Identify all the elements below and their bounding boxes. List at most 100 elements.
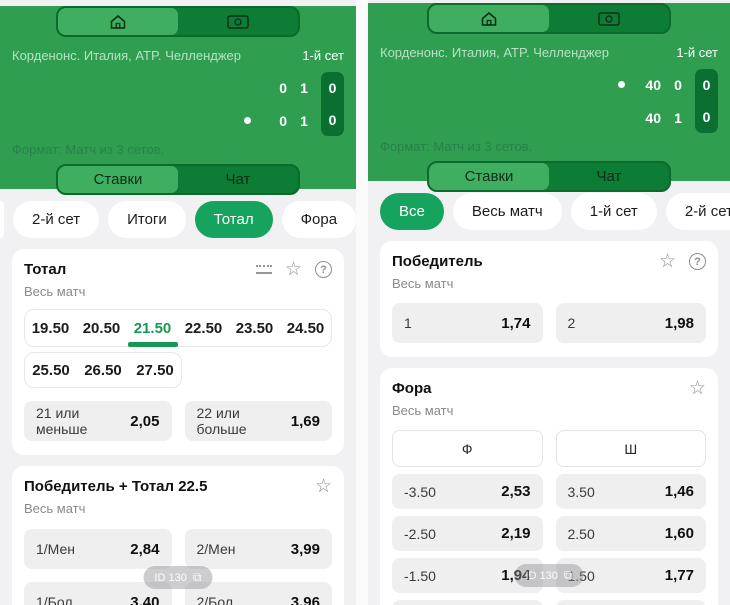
outcome-odds: 2,05 [130,412,160,430]
tab-set2[interactable]: 2-й сет [665,193,730,230]
bet-1-over-button[interactable]: 1/Бол 3,40 [24,582,172,605]
handicap-row: -3.50 2,53 3.50 1,46 [392,474,706,509]
total-line[interactable]: 23.50 [235,319,274,337]
handicap-line: -3.50 [404,483,436,500]
handicap-row: -0.50 1,83 0.50 1,87 [392,600,706,605]
outcome-odds: 1,74 [501,314,531,332]
copy-icon[interactable]: ⧉ [563,568,573,582]
card-subtitle: Весь матч [24,501,86,516]
outcome-odds: 2,19 [501,525,531,542]
serving-dot [618,81,625,88]
card-title: Победитель [392,253,483,270]
card-title: Тотал [24,261,67,278]
outcome-label: 1/Мен [36,541,76,557]
total-line[interactable]: 27.50 [136,361,174,379]
handicap-column-f[interactable]: Ф [392,430,543,467]
bet-2-under-button[interactable]: 2/Мен 3,99 [184,529,332,569]
bet-handicap-button[interactable]: 3.50 1,46 [555,474,706,509]
handicap-column-s[interactable]: Ш [555,430,706,467]
match-meta: Корденонс. Италия, ATP. Челленджер 1-й с… [368,45,730,60]
banknote-icon [598,11,620,26]
compact-view-icon[interactable] [255,265,272,274]
handicap-line: -2.50 [404,525,436,542]
tab-chat[interactable]: Чат [596,168,622,185]
handicap-row: -1.50 1,94 1.50 1,77 [392,558,706,593]
tab-total[interactable]: Тотал [194,201,273,238]
tab-bets[interactable]: Ставки [58,166,178,193]
outcome-label: 22 или больше [196,405,247,437]
tab-set1[interactable]: 1-й сет [570,193,657,230]
outcome-odds: 1,77 [664,567,694,584]
set-score-box: 0 0 [321,72,344,136]
bet-under-button[interactable]: 21 или меньше 2,05 [24,401,172,441]
bet-2-over-button[interactable]: 2/Бол 3,96 [184,582,332,605]
bet-1-under-button[interactable]: 1/Мен 2,84 [24,529,172,569]
scoreboard: 40 0 40 1 0 0 [368,68,730,134]
handicap-line: 3.50 [567,483,595,500]
markets-body: Все Весь матч 1-й сет 2-й сет Итоги Побе… [368,181,730,605]
total-line-selected[interactable]: 21.50 [127,310,178,346]
total-line[interactable]: 22.50 [184,319,223,337]
right-screen: Корденонс. Италия, ATP. Челленджер 1-й с… [368,0,730,605]
points-value: 0 [279,112,287,129]
score-row-player2: 0 1 [244,104,315,137]
copy-icon[interactable]: ⧉ [192,570,202,584]
bet-handicap-button[interactable]: 1.50 1,77 [555,558,706,593]
tab-handicap[interactable]: Фора [281,201,356,238]
bet-player1-button[interactable]: 1 1,74 [392,303,543,343]
card-subtitle: Весь матч [24,284,86,299]
favorite-star-icon[interactable]: ☆ [314,476,332,497]
bet-player2-button[interactable]: 2 1,98 [555,303,706,343]
left-screen: Корденонс. Италия, ATP. Челленджер 1-й с… [0,0,356,605]
tab-chat[interactable]: Чат [225,171,251,188]
tab-full-match[interactable]: Весь матч [452,193,562,230]
home-view-button[interactable] [429,5,549,32]
favorite-star-icon[interactable]: ☆ [658,251,676,272]
help-icon[interactable]: ? [315,261,332,278]
favorite-star-icon[interactable]: ☆ [284,259,302,280]
market-tabs: Все Весь матч 1-й сет 2-й сет Итоги [368,193,730,230]
total-line[interactable]: 26.50 [84,361,122,379]
home-view-button[interactable] [58,8,178,35]
favorite-star-icon[interactable]: ☆ [688,378,706,399]
outcome-odds: 3,96 [290,593,320,605]
match-format-label: Формат: Матч из 3 сетов. [12,142,165,157]
score-row-player2: 40 1 [618,101,689,134]
outcome-label: 2/Мен [196,541,236,557]
handicap-row: -2.50 2,19 2.50 1,60 [392,516,706,551]
outcome-label: 1 [404,315,412,331]
home-icon [479,10,499,28]
bet-handicap-button[interactable]: -3.50 2,53 [392,474,543,509]
current-set-label: 1-й сет [676,45,718,60]
bet-handicap-button[interactable]: -1.50 1,94 [392,558,543,593]
tab-results[interactable]: Итоги [108,201,186,238]
total-line[interactable]: 24.50 [286,319,325,337]
total-line[interactable]: 25.50 [32,361,70,379]
bet-handicap-button[interactable]: 0.50 1,87 [555,600,706,605]
watermark-text: ID 130 [525,569,558,582]
bet-handicap-button[interactable]: -2.50 2,19 [392,516,543,551]
total-line[interactable]: 19.50 [31,319,70,337]
tab-all[interactable]: Все [380,193,444,230]
markets-body: 2-й сет Итоги Тотал Фора Точный Тотал ☆ … [0,189,356,605]
outcome-odds: 3,40 [130,593,160,605]
card-title: Фора [392,380,432,397]
outcome-label: 2/Бол [196,594,234,605]
cash-view-button[interactable] [549,5,669,32]
games-value: 1 [674,109,682,126]
tab-bets[interactable]: Ставки [429,163,549,190]
cash-view-button[interactable] [178,8,298,35]
bets-chat-switcher: Ставки Чат [56,164,300,195]
total-line[interactable]: 20.50 [82,319,121,337]
handicap-line: -1.50 [404,567,436,584]
bet-handicap-button[interactable]: 2.50 1,60 [555,516,706,551]
banknote-icon [227,14,249,29]
tab-set2[interactable]: 2-й сет [13,201,100,238]
bet-over-button[interactable]: 22 или больше 1,69 [184,401,332,441]
tab-partial[interactable] [0,201,4,238]
help-icon[interactable]: ? [689,253,706,270]
scoreboard: 0 1 0 1 0 0 [0,71,356,137]
set-value-player2: 0 [702,109,711,125]
current-set-label: 1-й сет [302,48,344,63]
bet-handicap-button[interactable]: -0.50 1,83 [392,600,543,605]
